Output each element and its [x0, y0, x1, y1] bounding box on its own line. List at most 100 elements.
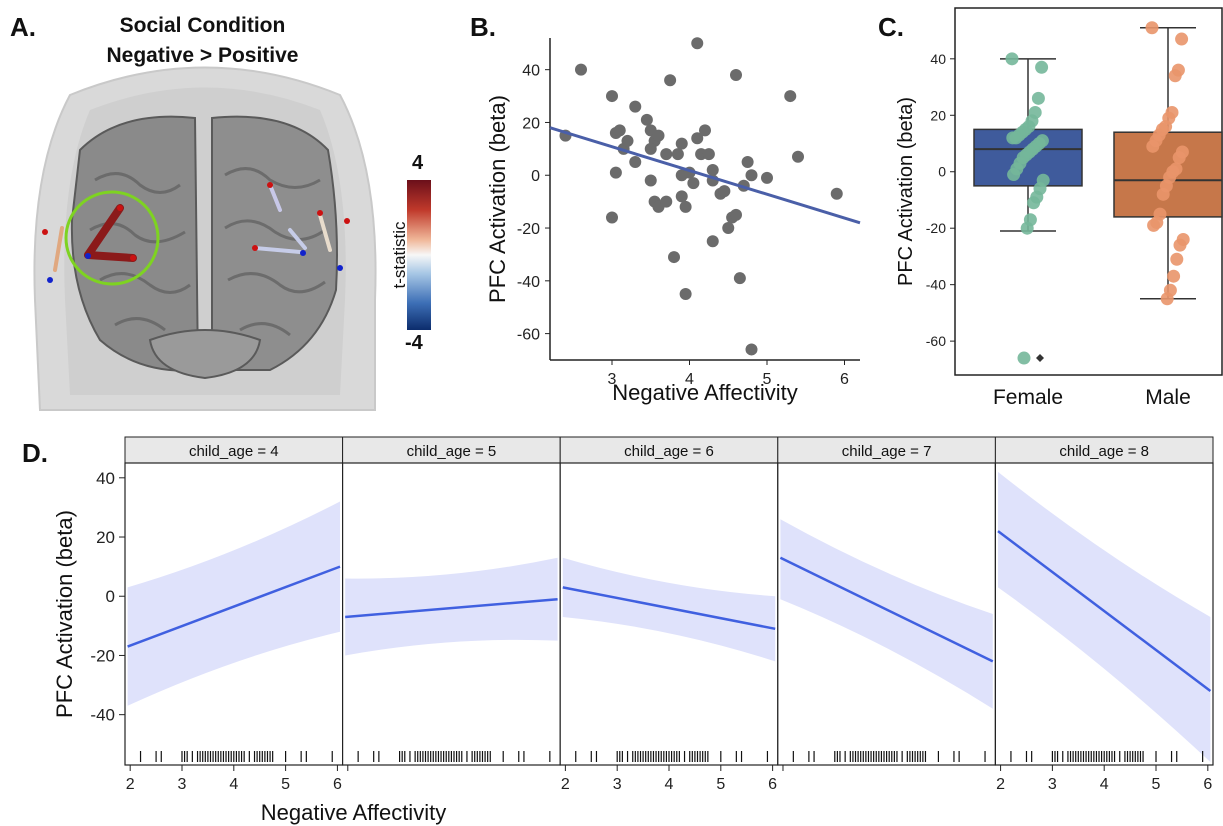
fit-line — [997, 530, 1212, 692]
y-tick-label: -20 — [926, 220, 946, 236]
x-tick-label: 6 — [333, 776, 342, 793]
data-point — [660, 195, 673, 208]
data-point — [1007, 168, 1021, 182]
data-point — [1035, 60, 1049, 74]
data-point — [1020, 221, 1034, 235]
data-point — [745, 343, 758, 356]
fit-line — [562, 586, 776, 631]
data-point — [675, 190, 688, 203]
data-point — [792, 150, 804, 163]
brain-cerebellum — [148, 329, 262, 380]
y-tick-label: 20 — [96, 528, 115, 547]
brain-render — [33, 66, 377, 411]
panel-d-label: D. — [22, 438, 48, 468]
y-tick-label: 0 — [531, 168, 540, 185]
data-point — [1146, 139, 1160, 153]
panel-a-title-line1: Social Condition — [119, 14, 286, 37]
confidence-band — [997, 471, 1211, 763]
confidence-band — [562, 557, 776, 662]
x-tick-label: 5 — [716, 776, 725, 793]
panel-c: C. -60 -40 -20 0 20 40 PFC Activation (beta) Fe… — [878, 0, 1223, 420]
facet-strip — [559, 436, 779, 464]
y-tick-label: 20 — [522, 115, 540, 132]
y-tick-label: -40 — [517, 274, 540, 291]
colorbar-title: t-statistic — [390, 221, 409, 289]
data-point — [706, 163, 719, 176]
data-point — [784, 90, 797, 103]
y-tick-label: -60 — [517, 327, 540, 344]
x-tick-label: 3 — [1048, 776, 1057, 793]
colorbar-min-label: -4 — [405, 332, 423, 354]
x-tick-label: 4 — [685, 371, 694, 388]
data-point — [1147, 218, 1161, 232]
data-point — [575, 63, 587, 76]
data-point — [679, 200, 692, 213]
data-point — [1170, 252, 1184, 266]
data-point — [629, 156, 642, 169]
data-point — [652, 129, 665, 142]
data-point — [1173, 238, 1187, 252]
y-tick-label: 20 — [930, 107, 946, 123]
x-tick-label: 3 — [608, 371, 617, 388]
confidence-band — [780, 519, 993, 709]
roi-connections — [53, 183, 332, 272]
x-tick-label: 5 — [281, 776, 290, 793]
data-point — [730, 68, 742, 81]
fit-line — [127, 565, 341, 648]
data-point — [1005, 52, 1019, 66]
facet-strip-label: child_age = 7 — [842, 443, 932, 460]
x-tick-label: 4 — [229, 776, 238, 793]
facet-strip-label: child_age = 5 — [407, 443, 497, 460]
y-tick-label: -40 — [90, 706, 115, 725]
x-tick-label: 2 — [996, 776, 1005, 793]
data-point — [1172, 151, 1186, 165]
category-label: Male — [1145, 386, 1191, 409]
y-tick-label: -20 — [517, 221, 540, 238]
data-point — [629, 100, 642, 113]
data-point — [640, 113, 653, 126]
data-point — [660, 148, 673, 161]
x-tick-label: 6 — [840, 371, 849, 388]
data-point — [668, 251, 680, 264]
facet-strip-label: child_age = 6 — [624, 443, 714, 460]
data-point — [706, 235, 719, 248]
x-tick-label: 6 — [768, 776, 777, 793]
data-point — [691, 132, 704, 145]
confidence-band — [127, 501, 341, 706]
data-point — [671, 148, 684, 161]
data-point — [687, 177, 700, 190]
facet-strip — [994, 436, 1214, 464]
data-point — [1027, 196, 1041, 210]
x-tick-label: 5 — [763, 371, 772, 388]
data-point — [830, 187, 843, 200]
y-tick-label: 0 — [106, 587, 115, 606]
data-point — [761, 171, 773, 184]
x-axis-title: Negative Affectivity — [612, 380, 797, 405]
panel-b-label: B. — [470, 12, 496, 42]
outlier-marker — [1036, 354, 1044, 363]
data-point — [609, 166, 622, 179]
data-point — [1160, 292, 1174, 306]
brain-right-hemisphere — [211, 115, 338, 371]
data-point — [606, 211, 618, 224]
data-point — [675, 137, 688, 150]
colorbar — [407, 180, 431, 330]
data-point — [1156, 187, 1170, 201]
regression-line — [549, 126, 861, 225]
fit-line — [345, 597, 558, 619]
x-axis-title: Negative Affectivity — [261, 800, 446, 825]
data-point — [621, 134, 634, 147]
confidence-band — [345, 557, 558, 656]
panel-d: D. -40 -20 0 20 40 PFC Activation (beta) child… — [0, 420, 1223, 826]
data-point — [644, 174, 657, 187]
data-point — [745, 169, 758, 182]
data-point — [691, 37, 704, 50]
data-point — [1167, 269, 1181, 283]
data-point — [722, 222, 735, 235]
y-tick-label: 40 — [930, 51, 946, 67]
y-tick-label: 40 — [96, 469, 115, 488]
data-point — [1145, 21, 1159, 35]
roi-circle — [64, 190, 160, 286]
panel-a-title-line2: Negative > Positive — [106, 44, 299, 67]
x-tick-label: 2 — [561, 776, 570, 793]
